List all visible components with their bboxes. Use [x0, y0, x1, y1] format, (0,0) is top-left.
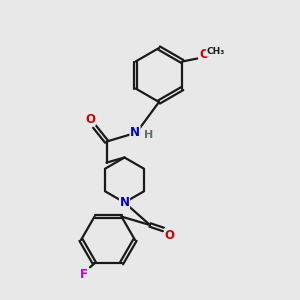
Text: CH₃: CH₃	[206, 47, 224, 56]
Text: F: F	[80, 268, 88, 281]
Text: N: N	[130, 126, 140, 139]
Text: O: O	[85, 112, 95, 126]
Text: O: O	[164, 229, 175, 242]
Text: H: H	[145, 130, 154, 140]
Text: N: N	[119, 196, 130, 209]
Text: O: O	[199, 48, 209, 61]
